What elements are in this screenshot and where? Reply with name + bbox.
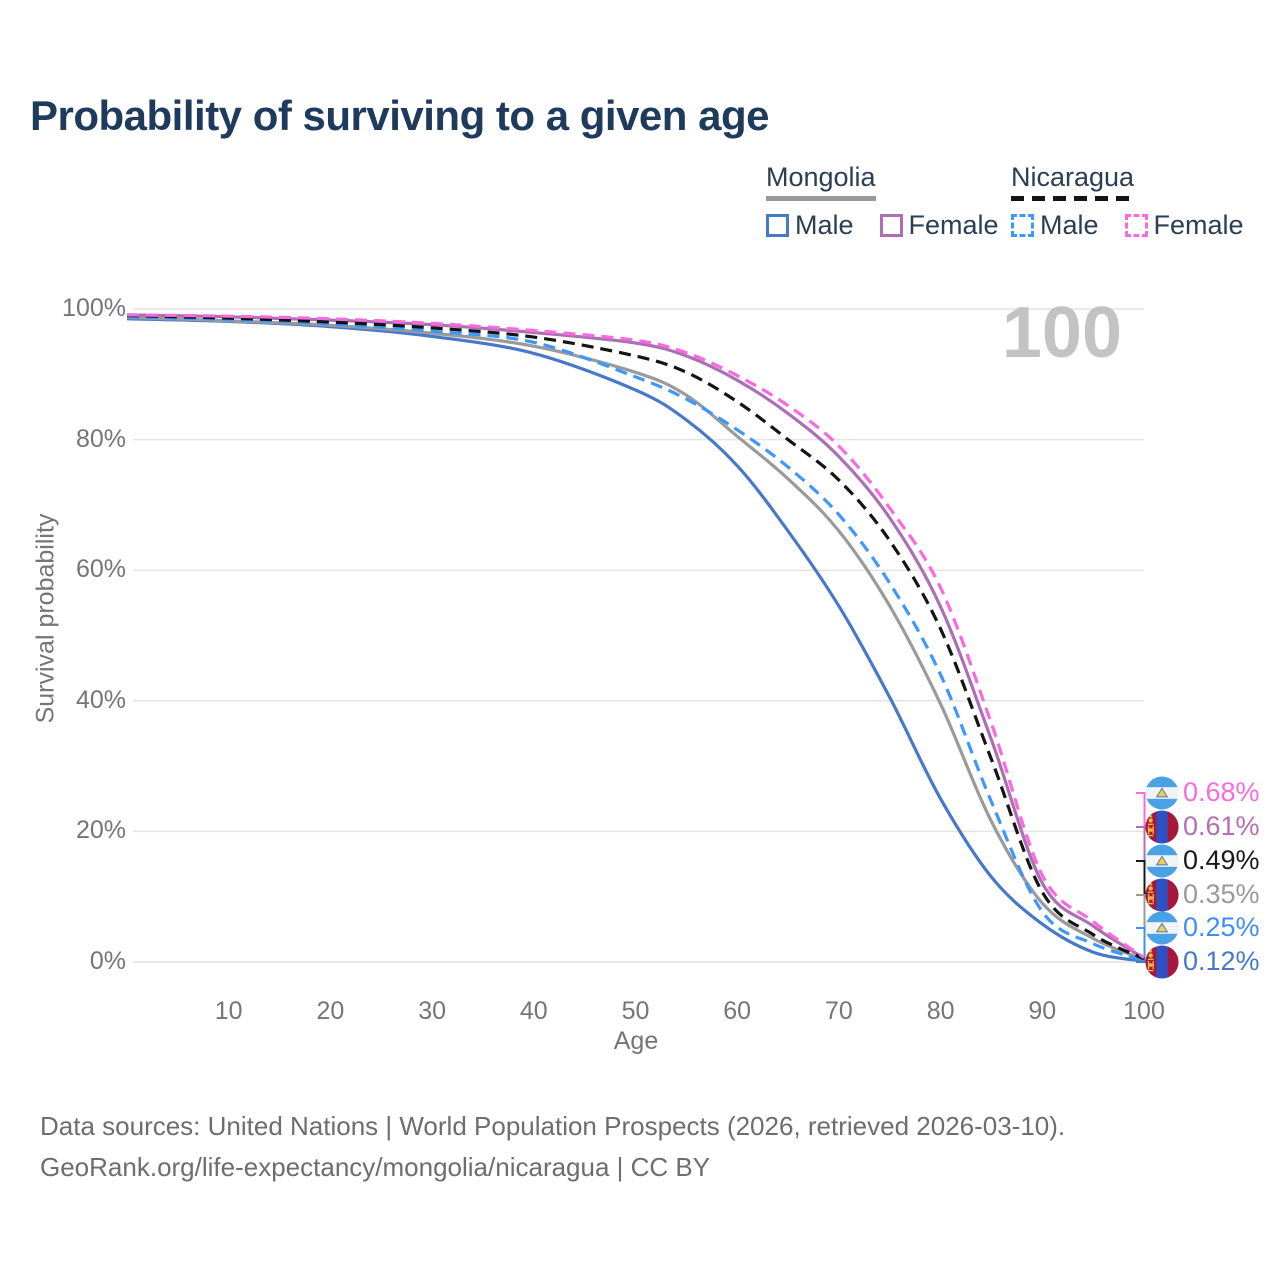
legend-group-mongolia: Mongolia Male Female — [766, 162, 999, 241]
legend-item-mongolia-male[interactable]: Male — [766, 210, 854, 241]
series-curves — [126, 313, 1145, 963]
series-line-nicaragua-female — [126, 313, 1145, 959]
legend-country-name[interactable]: Nicaragua — [1011, 162, 1135, 192]
end-value-label-nicaragua-male: 0.25% — [1183, 912, 1260, 942]
x-tick-label: 100 — [1123, 997, 1165, 1025]
end-value-label-mongolia-both-sexes: 0.35% — [1183, 879, 1260, 909]
series-line-nicaragua-both-sexes — [126, 313, 1145, 961]
legend-swatch-nicaragua-female — [1124, 214, 1148, 237]
end-value-label-mongolia-male: 0.12% — [1183, 946, 1260, 976]
legend-item-nicaragua-male[interactable]: Male — [1011, 210, 1099, 241]
series-line-nicaragua-male — [126, 315, 1145, 962]
gridlines — [133, 308, 1144, 963]
end-label-flags — [1145, 776, 1179, 979]
y-tick-label: 0% — [89, 947, 126, 975]
legend-country-name[interactable]: Mongolia — [766, 162, 876, 192]
legend-item-label: Female — [1153, 210, 1244, 240]
end-label-connector — [1136, 826, 1146, 958]
end-label-connector — [1136, 792, 1146, 958]
legend-swatch-mongolia-male — [766, 214, 789, 237]
legend-item-nicaragua-female[interactable]: Female — [1124, 210, 1244, 241]
legend-swatch-mongolia-female — [879, 214, 903, 237]
x-axis-title: Age — [613, 1027, 659, 1055]
legend-line-style-sample-solid — [766, 196, 876, 201]
y-tick-label: 60% — [75, 555, 126, 584]
x-tick-label: 20 — [316, 997, 345, 1025]
end-label-connectors — [1136, 792, 1146, 963]
x-tick-label: 30 — [418, 997, 446, 1025]
end-label-connector — [1136, 894, 1146, 958]
x-tick-label: 50 — [621, 997, 650, 1025]
y-tick-label: 80% — [75, 424, 126, 453]
footer-attribution-line: GeoRank.org/life-expectancy/mongolia/nic… — [40, 1152, 711, 1182]
legend-group-nicaragua: Nicaragua Male Female — [1011, 162, 1244, 241]
legend-item-label: Female — [908, 210, 999, 240]
age-counter-watermark: 100 — [1001, 293, 1122, 373]
legend-item-label: Male — [795, 210, 854, 240]
footer-source-line: Data sources: United Nations | World Pop… — [40, 1111, 1066, 1141]
series-line-mongolia-both-sexes — [126, 315, 1145, 962]
end-value-label-nicaragua-female: 0.68% — [1183, 777, 1260, 807]
series-line-mongolia-female — [126, 313, 1145, 960]
mongolia-flag-icon — [1145, 878, 1179, 912]
x-tick-label: 80 — [926, 997, 955, 1025]
end-value-label-mongolia-female: 0.61% — [1183, 811, 1260, 841]
y-tick-label: 100% — [62, 294, 126, 322]
x-tick-label: 40 — [519, 997, 548, 1025]
x-tick-label: 90 — [1028, 997, 1057, 1025]
end-value-label-nicaragua-both-sexes: 0.49% — [1183, 845, 1260, 875]
y-tick-label: 20% — [75, 816, 126, 845]
legend-swatch-nicaragua-male — [1011, 214, 1034, 237]
legend-item-label: Male — [1040, 210, 1099, 240]
x-tick-label: 60 — [723, 997, 752, 1025]
page-title: Probability of surviving to a given age — [30, 92, 769, 139]
nicaragua-flag-icon — [1145, 776, 1179, 810]
end-label-connector — [1136, 860, 1146, 958]
x-tick-label: 10 — [214, 997, 243, 1025]
nicaragua-flag-icon — [1145, 911, 1179, 945]
legend-item-mongolia-female[interactable]: Female — [879, 210, 999, 241]
mongolia-flag-icon — [1145, 810, 1179, 844]
mongolia-flag-icon — [1145, 945, 1179, 979]
y-tick-label: 40% — [75, 685, 126, 714]
footer: Data sources: United Nations | World Pop… — [40, 1106, 1065, 1188]
legend-line-style-sample-dashed — [1011, 196, 1135, 201]
series-line-mongolia-male — [126, 317, 1145, 963]
x-tick-label: 70 — [824, 997, 853, 1025]
nicaragua-flag-icon — [1145, 844, 1179, 878]
end-label-connector — [1136, 927, 1146, 958]
